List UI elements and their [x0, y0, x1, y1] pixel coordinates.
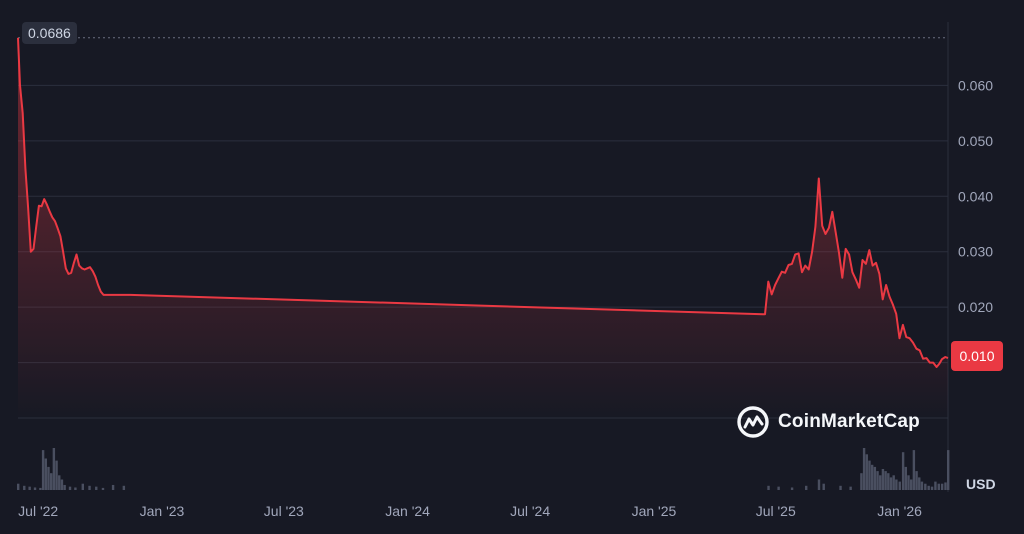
y-tick-label: 0.030 — [958, 244, 993, 260]
volume-bar — [822, 483, 825, 490]
volume-bar — [934, 481, 937, 490]
volume-bar — [849, 486, 852, 490]
volume-bar — [898, 481, 901, 490]
volume-bar — [860, 473, 863, 490]
volume-bar — [49, 473, 53, 490]
volume-bar — [58, 475, 61, 490]
volume-bar — [947, 450, 950, 490]
watermark-text: CoinMarketCap — [778, 411, 920, 432]
volume-bar — [907, 475, 910, 490]
volume-bar — [39, 487, 42, 490]
volume-bar — [68, 486, 72, 490]
volume-bar — [927, 485, 930, 490]
x-axis-ticks: Jul '22 Jan '23 Jul '23 Jan '24 Jul '24 Jan '… — [18, 503, 922, 519]
volume-bar — [892, 475, 895, 490]
volume-bar — [44, 458, 47, 490]
volume-bar — [881, 469, 885, 490]
coinmarketcap-logo-icon — [737, 406, 769, 438]
volume-bar — [895, 479, 898, 490]
volume-bar — [904, 466, 908, 490]
currency-label: USD — [966, 476, 996, 492]
volume-bar — [111, 484, 115, 490]
volume-bar — [74, 487, 77, 490]
x-tick-label: Jul '22 — [18, 503, 58, 519]
volume-bar — [862, 448, 866, 490]
volume-bars — [17, 448, 950, 490]
volume-bar — [122, 485, 126, 490]
volume-bar — [790, 487, 794, 490]
volume-bar — [901, 452, 905, 490]
x-tick-label: Jul '25 — [756, 503, 796, 519]
price-line — [17, 37, 949, 368]
x-tick-label: Jan '26 — [877, 503, 922, 519]
volume-bar — [33, 487, 37, 490]
volume-bar — [55, 460, 58, 490]
y-tick-label: 0.040 — [958, 188, 993, 204]
volume-bar — [944, 482, 947, 490]
coinmarketcap-watermark: CoinMarketCap — [736, 404, 920, 440]
volume-bar — [17, 483, 20, 490]
volume-bar — [767, 485, 770, 490]
y-tick-label: 0.060 — [958, 77, 993, 93]
x-tick-label: Jan '25 — [632, 503, 677, 519]
volume-bar — [912, 450, 916, 490]
volume-bar — [63, 484, 66, 490]
volume-bar — [930, 486, 934, 490]
volume-bar — [915, 471, 918, 490]
y-tick-label: 0.020 — [958, 299, 993, 315]
volume-bar — [940, 483, 944, 490]
volume-bar — [817, 479, 821, 490]
last-price-badge: 0.010 — [951, 341, 1003, 371]
volume-bar — [920, 481, 924, 490]
price-area — [18, 37, 948, 419]
volume-bar — [777, 486, 780, 490]
volume-bar — [876, 471, 879, 490]
volume-bar — [52, 448, 56, 490]
volume-bar — [23, 485, 26, 490]
volume-bar — [41, 450, 45, 490]
x-tick-label: Jan '23 — [140, 503, 185, 519]
volume-bar — [879, 475, 882, 490]
volume-bar — [95, 486, 98, 490]
volume-bar — [88, 485, 91, 490]
volume-bar — [60, 479, 64, 490]
y-tick-label: 0.050 — [958, 133, 993, 149]
volume-bar — [873, 466, 877, 490]
volume-bar — [887, 473, 890, 490]
volume-bar — [889, 477, 893, 490]
volume-bar — [865, 454, 868, 490]
volume-bar — [870, 464, 874, 490]
volume-bar — [909, 479, 913, 490]
volume-bar — [839, 485, 842, 490]
volume-bar — [924, 483, 927, 490]
volume-bar — [805, 485, 808, 490]
x-tick-label: Jul '23 — [264, 503, 304, 519]
x-tick-label: Jul '24 — [510, 503, 550, 519]
volume-bar — [47, 466, 50, 490]
volume-bar — [81, 483, 85, 490]
volume-bar — [868, 460, 871, 490]
volume-bar — [884, 471, 887, 490]
volume-bar — [28, 486, 31, 490]
volume-bar — [918, 477, 921, 490]
volume-bar — [101, 487, 105, 490]
volume-bar — [937, 483, 940, 490]
max-price-badge: 0.0686 — [22, 22, 77, 44]
x-tick-label: Jan '24 — [385, 503, 430, 519]
